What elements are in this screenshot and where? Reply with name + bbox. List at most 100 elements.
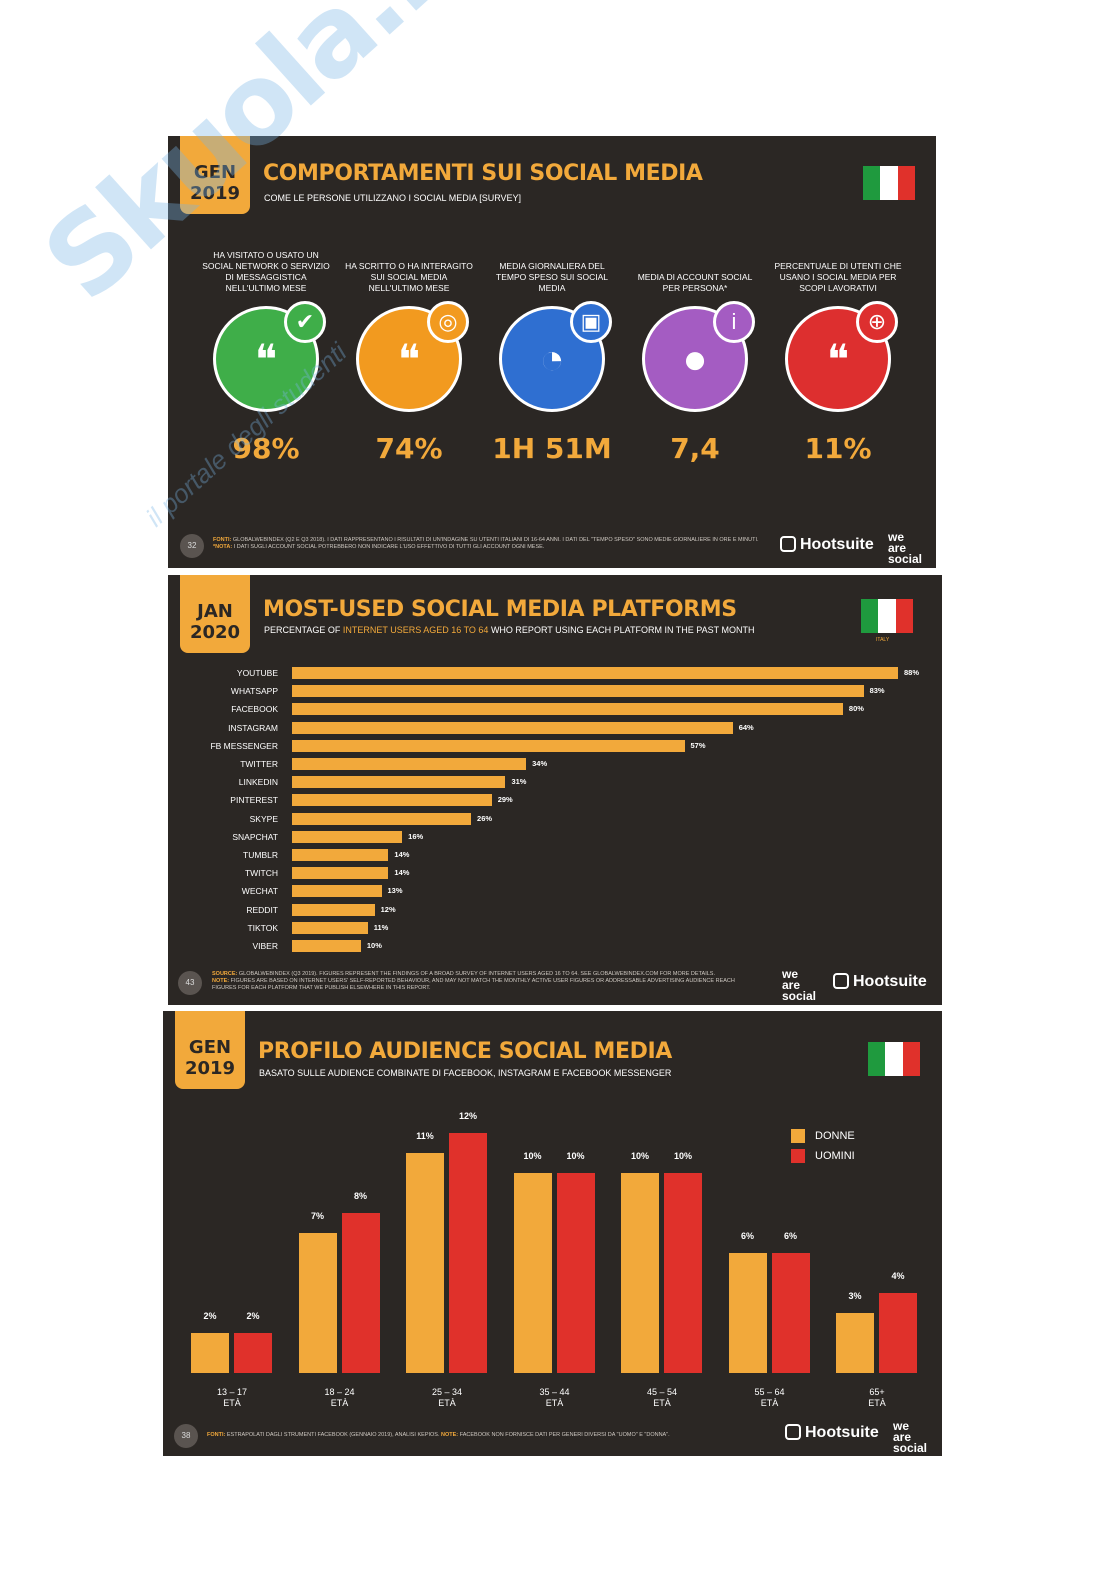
bar-row: YOUTUBE 88% bbox=[168, 667, 942, 680]
stat-icon: ● i bbox=[642, 301, 755, 412]
stat-badge-icon: ⊕ bbox=[856, 301, 898, 343]
slide-audience-profile: GEN 2019 PROFILO AUDIENCE SOCIAL MEDIA BA… bbox=[163, 1011, 942, 1456]
stat-value: 7,4 bbox=[670, 432, 720, 465]
slide-title: PROFILO AUDIENCE SOCIAL MEDIA bbox=[258, 1039, 672, 1064]
bar-uomini bbox=[664, 1173, 702, 1373]
stat-value: 11% bbox=[804, 432, 872, 465]
bar bbox=[292, 721, 733, 734]
we-are-social-logo: we are social bbox=[893, 1419, 928, 1455]
bar-donne bbox=[191, 1333, 229, 1373]
bar-donne bbox=[298, 1233, 337, 1373]
bar-value-label: 10% bbox=[523, 1151, 542, 1161]
slide-subtitle: COME LE PERSONE UTILIZZANO I SOCIAL MEDI… bbox=[264, 193, 522, 203]
bar bbox=[292, 867, 389, 880]
bar bbox=[292, 667, 898, 679]
bar-value-label: 4% bbox=[891, 1271, 905, 1281]
bar bbox=[292, 758, 527, 770]
flag-label: ITALY bbox=[876, 637, 890, 643]
bar bbox=[292, 903, 375, 916]
bar-value-label: 29% bbox=[497, 795, 513, 805]
stat-value: 74% bbox=[375, 432, 443, 465]
hootsuite-logo: Hootsuite bbox=[785, 1424, 879, 1442]
bar-uomini bbox=[449, 1133, 487, 1373]
bar-label: FACEBOOK bbox=[231, 704, 278, 715]
stat-badge-icon: ◎ bbox=[427, 301, 469, 343]
bar-value-label: 83% bbox=[869, 686, 885, 696]
bar-label: TIKTOK bbox=[247, 922, 278, 933]
donne-swatch bbox=[791, 1129, 805, 1143]
bar-label: VIBER bbox=[252, 941, 278, 951]
bar bbox=[292, 885, 382, 898]
bar-value-label: 34% bbox=[532, 759, 548, 768]
bar bbox=[292, 794, 492, 807]
age-label: 18 – 24 ETÀ bbox=[324, 1387, 355, 1408]
stat-column: HA VISITATO O USATO UN SOCIAL NETWORK O … bbox=[201, 236, 331, 465]
bar-value-label: 11% bbox=[416, 1131, 434, 1141]
chart-legend: DONNE UOMINI bbox=[791, 1129, 855, 1169]
bar-row: TWITCH 14% bbox=[168, 867, 942, 880]
bar-donne bbox=[728, 1253, 767, 1373]
bar-label: TUMBLR bbox=[243, 850, 278, 860]
stat-glyph-icon: ● bbox=[682, 335, 708, 382]
bar-donne bbox=[513, 1173, 552, 1373]
bar-row: SKYPE 26% bbox=[168, 812, 942, 826]
bar bbox=[292, 685, 864, 698]
bar-value-label: 7% bbox=[310, 1211, 324, 1221]
age-label: 25 – 34 ETÀ bbox=[431, 1387, 463, 1408]
bar-donne bbox=[406, 1153, 444, 1373]
bar-row: PINTEREST 29% bbox=[168, 794, 942, 807]
bar-label: TWITTER bbox=[240, 759, 278, 769]
footnote: FONTI: ESTRAPOLATI DAGLI STRUMENTI FACEB… bbox=[207, 1432, 670, 1438]
bar bbox=[292, 812, 472, 825]
page-number: 38 bbox=[174, 1424, 198, 1448]
bar-label: YOUTUBE bbox=[236, 668, 278, 678]
bar-label: WHATSAPP bbox=[230, 686, 278, 697]
bar-row: WECHAT 13% bbox=[168, 885, 942, 898]
stat-value: 98% bbox=[232, 432, 300, 465]
footnote: SOURCE: GLOBALWEBINDEX (Q3 2019). FIGURE… bbox=[212, 971, 735, 991]
audience-bar-chart: 2% 2% 13 – 17 ETÀ 7% 8% 18 – 24 ETÀ 11% 12% 25 – 3… bbox=[163, 1101, 942, 1411]
bar-row: LINKEDIN 31% bbox=[168, 776, 942, 789]
stat-badge-icon: ▣ bbox=[570, 301, 612, 343]
italy-flag-icon bbox=[861, 599, 913, 633]
bar-value-label: 10% bbox=[630, 1151, 649, 1161]
bar-row: FB MESSENGER 57% bbox=[168, 739, 942, 753]
bar-value-label: 8% bbox=[353, 1191, 367, 1201]
age-label: 65+ ETÀ bbox=[868, 1387, 886, 1408]
bar-row: SNAPCHAT 16% bbox=[168, 830, 942, 844]
date-tab: GEN 2019 bbox=[175, 1011, 245, 1089]
footnote: FONTI: GLOBALWEBINDEX (Q2 E Q3 2018). I … bbox=[213, 537, 759, 550]
bar-label: WECHAT bbox=[241, 886, 278, 897]
italy-flag-icon bbox=[863, 166, 915, 200]
slide-subtitle: BASATO SULLE AUDIENCE COMBINATE DI FACEB… bbox=[259, 1068, 672, 1078]
owl-icon bbox=[780, 536, 796, 552]
hootsuite-logo: Hootsuite bbox=[780, 536, 874, 554]
bar-value-label: 2% bbox=[203, 1311, 217, 1321]
bar-value-label: 3% bbox=[848, 1291, 862, 1301]
bar bbox=[292, 830, 403, 843]
slide-social-behaviour: GEN 2019 COMPORTAMENTI SUI SOCIAL MEDIA C… bbox=[168, 136, 936, 568]
stat-column: HA SCRITTO O HA INTERAGITO SUI SOCIAL ME… bbox=[344, 236, 474, 465]
bar-value-label: 10% bbox=[566, 1151, 585, 1161]
stat-label: PERCENTUALE DI UTENTI CHE USANO I SOCIAL… bbox=[774, 261, 902, 293]
stat-label: MEDIA DI ACCOUNT SOCIAL PER PERSONA* bbox=[637, 272, 753, 293]
bar-donne bbox=[836, 1313, 874, 1373]
stat-badge-icon: ✔ bbox=[284, 301, 326, 343]
stat-icon: ◔ ▣ bbox=[499, 301, 612, 412]
bar-value-label: 57% bbox=[690, 740, 706, 750]
slide-social-platforms: JAN 2020 MOST-USED SOCIAL MEDIA PLATFORMS… bbox=[168, 575, 942, 1005]
date-tab: GEN 2019 bbox=[180, 136, 250, 214]
bar-uomini bbox=[771, 1253, 810, 1373]
italy-flag-icon bbox=[868, 1042, 920, 1076]
bar-uomini bbox=[341, 1213, 380, 1373]
bar-value-label: 64% bbox=[738, 722, 754, 732]
stat-glyph-icon: ❝ bbox=[254, 335, 278, 383]
we-are-social-logo: we are social bbox=[782, 967, 817, 1003]
stat-glyph-icon: ❝ bbox=[397, 335, 421, 383]
bar-value-label: 6% bbox=[740, 1231, 754, 1241]
bar-row: REDDIT 12% bbox=[168, 903, 942, 917]
bar-label: LINKEDIN bbox=[238, 777, 278, 788]
bar-uomini bbox=[234, 1333, 272, 1373]
stat-glyph-icon: ◔ bbox=[539, 335, 565, 382]
bar-value-label: 26% bbox=[477, 813, 493, 823]
